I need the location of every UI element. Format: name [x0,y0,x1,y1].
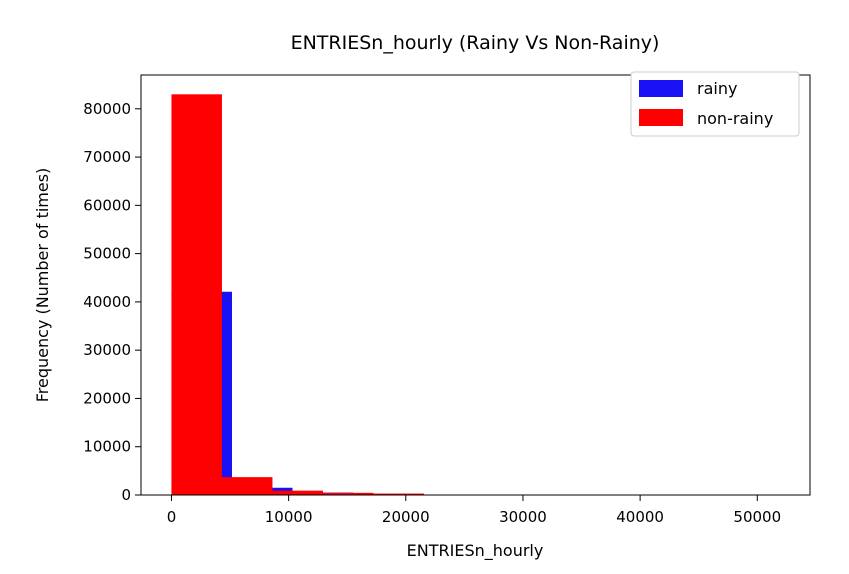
plot-frame [140,74,811,496]
non-rainy-bar-0 [171,94,222,495]
x-tick-label: 10000 [265,508,313,526]
y-tick-label: 70000 [83,148,131,166]
x-tick-label: 0 [167,508,177,526]
legend-label-non-rainy: non-rainy [697,109,773,128]
plot-area [141,75,810,495]
non-rainy-bar-4 [373,493,424,495]
x-axis-label: ENTRIESn_hourly [407,541,544,561]
x-tick-label: 50000 [733,508,781,526]
x-tick-label: 30000 [499,508,547,526]
y-tick-label: 50000 [83,245,131,263]
non-rainy-bar-3 [322,492,374,495]
y-tick-label: 40000 [83,293,131,311]
y-tick-label: 10000 [83,438,131,456]
chart-title: ENTRIESn_hourly (Rainy Vs Non-Rainy) [291,32,660,54]
non-rainy-bar-2 [272,490,323,495]
legend-swatch-non-rainy [639,109,683,126]
y-tick-label: 0 [121,486,131,504]
y-tick-label: 80000 [83,100,131,118]
non-rainy-series [171,94,424,495]
y-tick-label: 60000 [83,196,131,214]
legend-swatch-rainy [639,80,683,97]
x-axis-ticks: 0 10000 20000 30000 40000 50000 [167,495,781,526]
y-axis-label: Frequency (Number of times) [33,168,52,403]
y-tick-label: 20000 [83,389,131,407]
legend-label-rainy: rainy [697,79,737,98]
x-tick-label: 40000 [616,508,664,526]
y-tick-label: 30000 [83,341,131,359]
non-rainy-bar-1 [221,477,273,495]
legend: rainy non-rainy [630,71,800,137]
x-tick-label: 20000 [382,508,430,526]
y-axis-ticks: 0 10000 20000 30000 40000 50000 60000 70000 8000… [83,100,141,504]
